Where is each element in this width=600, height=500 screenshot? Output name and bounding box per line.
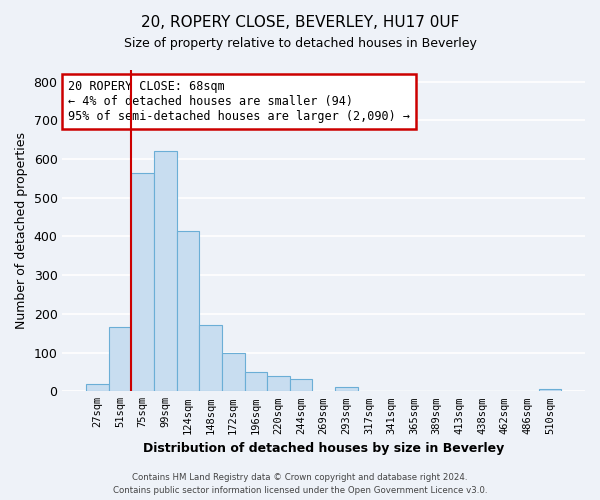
Bar: [267, 376, 290, 392]
Text: Size of property relative to detached houses in Beverley: Size of property relative to detached ho…: [124, 38, 476, 51]
Bar: [86, 384, 109, 392]
Text: 20 ROPERY CLOSE: 68sqm
← 4% of detached houses are smaller (94)
95% of semi-deta: 20 ROPERY CLOSE: 68sqm ← 4% of detached …: [68, 80, 410, 122]
Bar: [245, 372, 267, 392]
Bar: [109, 328, 131, 392]
Bar: [290, 378, 313, 392]
Text: 20, ROPERY CLOSE, BEVERLEY, HU17 0UF: 20, ROPERY CLOSE, BEVERLEY, HU17 0UF: [141, 15, 459, 30]
Bar: [539, 390, 561, 392]
Bar: [222, 352, 245, 392]
Bar: [154, 152, 176, 392]
Y-axis label: Number of detached properties: Number of detached properties: [15, 132, 28, 329]
Bar: [335, 386, 358, 392]
Text: Contains HM Land Registry data © Crown copyright and database right 2024.
Contai: Contains HM Land Registry data © Crown c…: [113, 474, 487, 495]
X-axis label: Distribution of detached houses by size in Beverley: Distribution of detached houses by size …: [143, 442, 505, 455]
Bar: [131, 172, 154, 392]
Bar: [199, 324, 222, 392]
Bar: [176, 232, 199, 392]
